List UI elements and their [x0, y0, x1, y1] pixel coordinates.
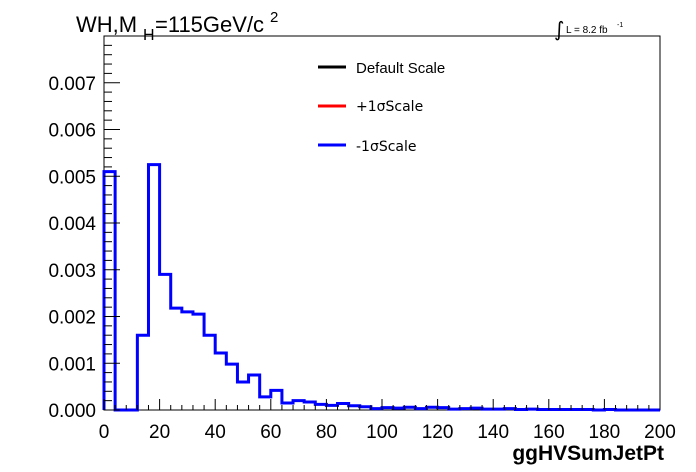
lumi-label: L = 8.2 fb: [566, 25, 608, 36]
chart-title-rest: =115GeV/c: [155, 12, 264, 37]
x-tick-label: 160: [533, 422, 565, 443]
chart-title-subscript: H: [143, 27, 155, 44]
lumi-superscript: -1: [617, 22, 623, 29]
plot-frame: [103, 35, 661, 411]
y-tick-label: 0.002: [48, 308, 96, 329]
legend: Default Scale +1σScale -1σScale: [318, 60, 445, 155]
x-tick-label: 80: [316, 422, 337, 443]
x-tick-label: 60: [260, 422, 281, 443]
x-axis-label: ggHVSumJetPt: [512, 442, 664, 465]
x-tick-label: 200: [644, 422, 676, 443]
legend-label-plus: +1σScale: [356, 99, 423, 115]
series-line-minus-1sigma: [102, 163, 660, 412]
chart-title: WH,M: [76, 12, 137, 37]
y-tick-label: 0.006: [48, 121, 96, 142]
x-tick-label: 140: [477, 422, 509, 443]
y-tick-label: 0.007: [48, 74, 96, 95]
x-tick-label: 40: [205, 422, 226, 443]
y-tick-label: 0.003: [48, 261, 96, 282]
y-tick-label: 0.005: [48, 167, 96, 188]
x-tick-label: 100: [366, 422, 398, 443]
chart-title-superscript: 2: [270, 9, 278, 26]
y-tick-label: 0.001: [48, 354, 96, 375]
x-tick-label: 180: [589, 422, 621, 443]
legend-label-minus: -1σScale: [356, 139, 417, 155]
legend-label-default: Default Scale: [356, 60, 445, 77]
x-tick-label: 120: [422, 422, 454, 443]
x-tick-label: 0: [99, 422, 110, 443]
x-tick-label: 20: [149, 422, 170, 443]
y-tick-label: 0.004: [48, 214, 96, 235]
lumi-integral-sign: ∫: [554, 17, 564, 41]
y-tick-label: 0.000: [48, 401, 96, 422]
